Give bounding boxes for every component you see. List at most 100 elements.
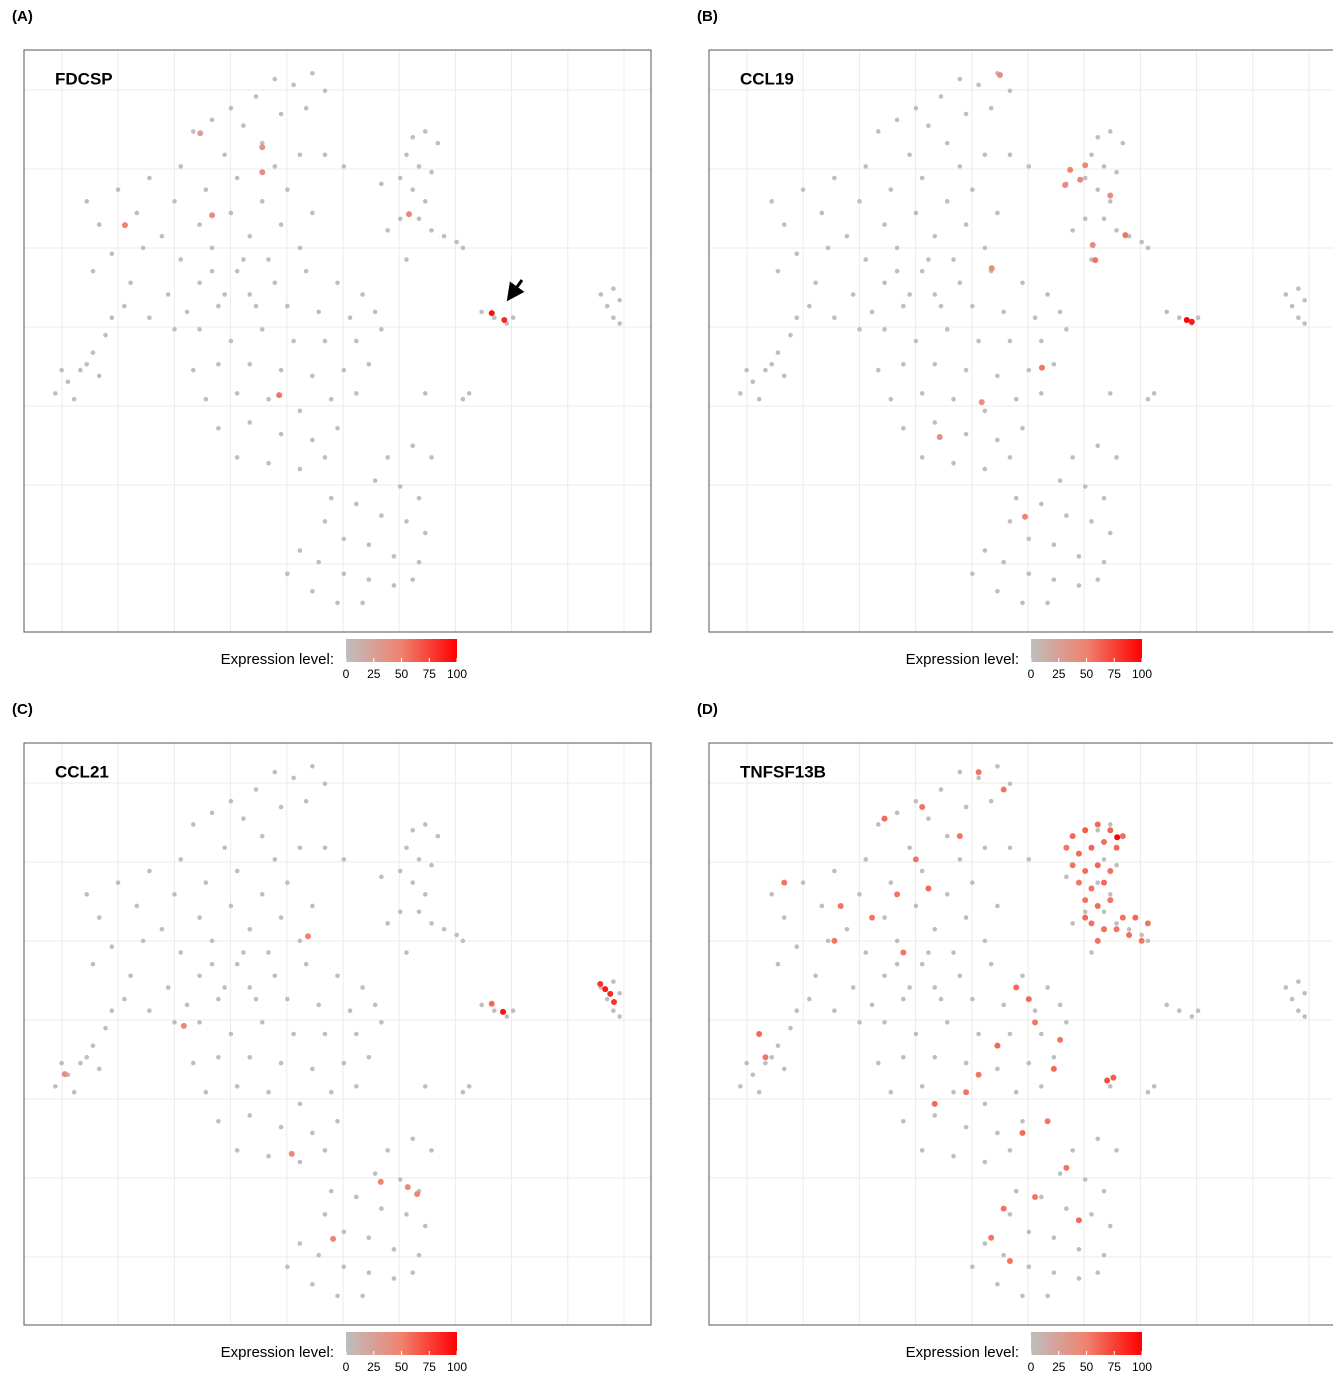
expressing-cell [994, 1042, 1001, 1049]
cell-point [178, 857, 184, 862]
cell-point [1039, 1031, 1044, 1037]
cell-point [598, 292, 604, 297]
cell-point [617, 321, 622, 326]
cell-point [234, 455, 240, 460]
cell-point [416, 1252, 422, 1258]
cell-point [96, 222, 102, 227]
cell-point [1082, 216, 1088, 222]
cell-point [297, 152, 303, 158]
cell-point [429, 228, 434, 233]
cell-point [738, 1084, 743, 1089]
expressing-cell [1183, 317, 1190, 324]
cell-point [404, 1212, 409, 1217]
cell-point [297, 845, 303, 851]
cell-point [360, 600, 365, 606]
plot-frame [23, 742, 652, 1326]
cell-point [863, 950, 869, 955]
cell-point [1107, 1223, 1113, 1229]
cell-point [794, 944, 800, 949]
cell-point [957, 973, 963, 979]
expressing-cell [996, 72, 1003, 79]
cell-point [429, 1148, 434, 1153]
cell-point [875, 822, 881, 827]
cell-point [781, 1066, 787, 1072]
cell-point [491, 1008, 497, 1014]
chart-title: CCL19 [740, 69, 794, 88]
cell-point [84, 361, 89, 367]
cell-point [913, 210, 919, 216]
cell-point [926, 950, 931, 955]
expressing-cell [1094, 821, 1101, 828]
cell-point [913, 105, 919, 111]
cell-point [278, 804, 284, 810]
cell-point [103, 332, 108, 338]
expressing-cell [488, 310, 495, 317]
cell-point [1064, 327, 1069, 332]
cell-point [907, 292, 912, 297]
cell-point [857, 1020, 862, 1025]
expressing-cell [1062, 182, 1069, 189]
cell-point [988, 798, 994, 804]
cell-point [1032, 1008, 1038, 1014]
chart-title: TNFSF13B [740, 762, 826, 781]
cell-point [109, 1008, 115, 1014]
cell-point [1296, 979, 1301, 984]
cell-point [209, 961, 215, 967]
cell-point [190, 129, 196, 134]
cell-point [926, 257, 931, 262]
cell-point [1007, 338, 1013, 344]
cell-point [901, 361, 906, 367]
expressing-cell [1075, 1217, 1082, 1224]
cell-point [310, 1066, 315, 1072]
expressing-cell [756, 1031, 763, 1037]
cell-point [1007, 781, 1013, 787]
cell-point [172, 199, 177, 204]
cell-point [90, 350, 96, 355]
cell-point [1107, 530, 1113, 536]
cell-point [441, 926, 447, 932]
cell-point [90, 1043, 96, 1048]
cell-point [310, 210, 315, 216]
expressing-cell [975, 1071, 982, 1078]
cell-point [932, 926, 938, 932]
cell-point [285, 303, 290, 309]
cell-point [216, 361, 221, 367]
cell-point [172, 892, 177, 897]
cell-point [272, 769, 278, 775]
cell-point [901, 1119, 906, 1124]
cell-point [247, 292, 253, 297]
cell-point [1026, 857, 1032, 862]
cell-point [372, 478, 378, 483]
expressing-cell [936, 434, 943, 441]
cell-point [894, 117, 900, 123]
cell-point [1095, 880, 1101, 885]
expressing-cell [963, 1089, 970, 1096]
cell-point [341, 1264, 347, 1270]
expressing-cell [488, 1000, 495, 1007]
expressing-cell [1044, 1118, 1051, 1125]
expressing-cell [978, 399, 985, 406]
cell-point [222, 152, 227, 158]
cell-point [951, 396, 956, 402]
cell-point [875, 367, 881, 373]
cell-point [78, 1060, 83, 1066]
cell-point [266, 460, 271, 466]
cell-point [397, 216, 403, 222]
cell-point [247, 361, 253, 367]
cell-point [203, 396, 209, 402]
expressing-cell [988, 1234, 995, 1241]
cell-point [291, 82, 296, 88]
cell-point [328, 1188, 334, 1194]
cell-point [197, 280, 202, 286]
cell-point [1289, 303, 1295, 309]
expressing-cell [1122, 232, 1129, 239]
cell-point [875, 1060, 881, 1066]
cell-point [750, 379, 756, 385]
cell-point [429, 862, 434, 868]
cell-point [1107, 391, 1113, 396]
expressing-cell [1077, 176, 1084, 183]
cell-point [1107, 129, 1113, 134]
expressing-cell [1138, 937, 1145, 944]
cell-point [1145, 396, 1151, 402]
